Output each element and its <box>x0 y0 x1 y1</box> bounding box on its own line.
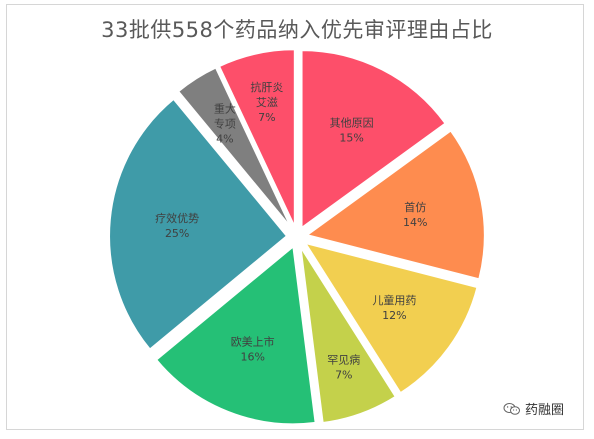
pie-slices <box>108 48 486 426</box>
pie-slice <box>176 66 293 230</box>
pie-slice <box>154 244 317 426</box>
slice-percent-label: 14% <box>403 216 427 229</box>
slice-category-label: 罕见病 <box>327 352 360 366</box>
pie-slice <box>300 49 447 231</box>
slice-percent-label: 4% <box>216 132 233 145</box>
slice-percent-label: 16% <box>240 350 264 363</box>
slice-category-label: 其他原因 <box>330 116 374 129</box>
slice-category-label: 重大 <box>214 101 236 115</box>
slice-category-label: 专项 <box>214 116 236 130</box>
slice-percent-label: 12% <box>382 309 406 322</box>
wechat-icon <box>503 402 520 415</box>
pie-slice <box>299 245 398 425</box>
pie-slice <box>304 129 486 281</box>
pie-slice <box>217 48 296 228</box>
slice-percent-label: 7% <box>258 111 275 124</box>
slice-category-label: 艾滋 <box>256 96 278 109</box>
pie-slice <box>302 241 479 395</box>
slice-percent-label: 25% <box>165 227 189 240</box>
slice-percent-label: 15% <box>339 131 363 144</box>
slice-category-label: 疗效优势 <box>155 211 199 225</box>
pie-labels: 其他原因 15% 首仿 14% 儿童用药 12% 罕见病 7% 欧美上市 16% 疗效优势 25% 重大… <box>155 80 427 381</box>
chart-title: 33批供558个药品纳入优先审评理由占比 <box>101 18 493 42</box>
slice-percent-label: 7% <box>335 368 352 381</box>
slice-category-label: 儿童用药 <box>372 293 416 307</box>
watermark: 药融圈 <box>503 399 564 418</box>
watermark-text: 药融圈 <box>525 403 565 418</box>
slice-category-label: 欧美上市 <box>231 334 275 348</box>
slice-category-label: 首仿 <box>404 200 426 214</box>
pie-slice <box>108 97 289 351</box>
slice-category-label: 抗肝炎 <box>250 80 283 94</box>
